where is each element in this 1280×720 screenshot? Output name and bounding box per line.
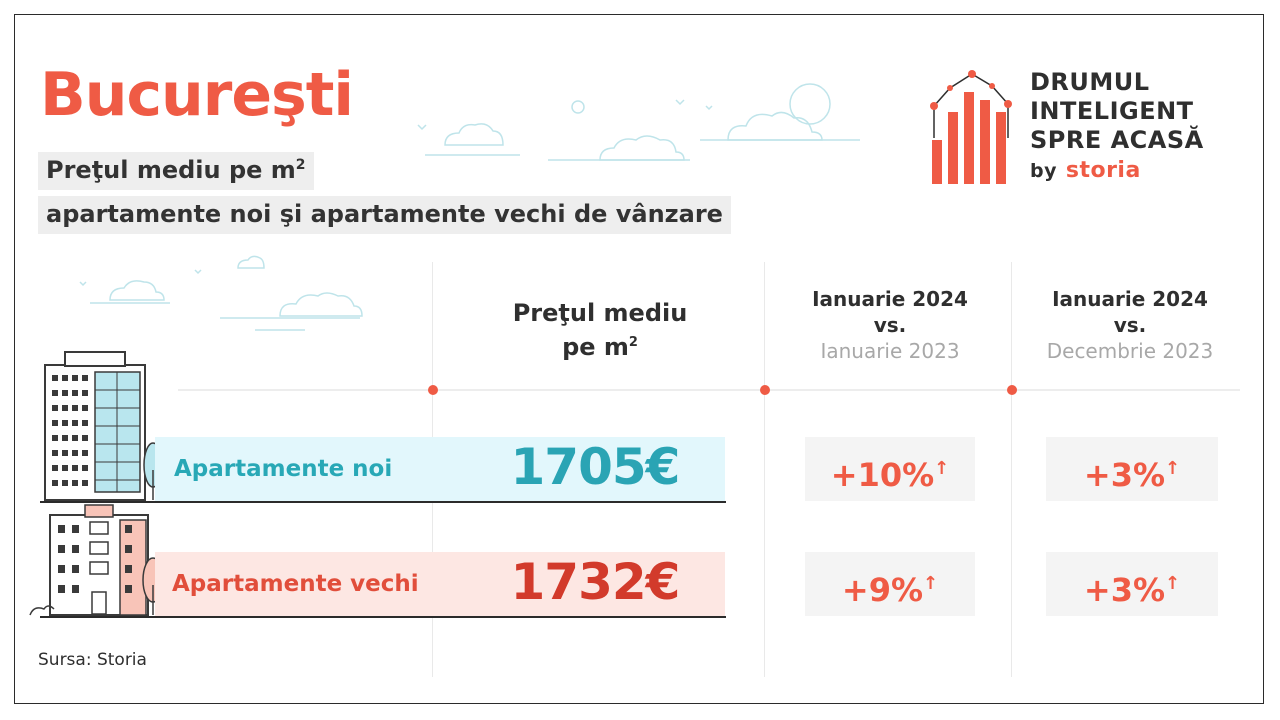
new-building-illustration: [44, 351, 163, 501]
change-value: +9%: [841, 571, 924, 609]
row-band-old: [155, 552, 725, 616]
row-label-old: Apartamente vechi: [172, 571, 419, 597]
superscript: 2: [628, 335, 638, 350]
logo-wordmark: DRUMUL INTELIGENT SPRE ACASĂ by storia: [1030, 68, 1204, 186]
yoy-change-old: +9%↑: [805, 552, 975, 616]
bird-icon: [194, 269, 202, 275]
mom-change-old: +3%↑: [1046, 552, 1218, 616]
divider-dot: [760, 385, 770, 395]
row-label-new: Apartamente noi: [174, 456, 393, 482]
cloud-icon: [444, 123, 504, 146]
column-header-mom: Ianuarie 2024 vs. Decembrie 2023: [1000, 286, 1260, 364]
sun-icon: [789, 83, 831, 125]
cloud-icon: [237, 255, 265, 269]
superscript: 2: [295, 157, 306, 173]
column-header-yoy: Ianuarie 2024 vs. Ianuarie 2023: [760, 286, 1020, 364]
arrow-up-icon: ↑: [1165, 573, 1181, 594]
header-line: Ianuarie 2024: [1052, 287, 1208, 311]
column-divider: [1011, 262, 1012, 677]
cloud-icon: [279, 292, 363, 317]
old-building-illustration: [29, 504, 164, 616]
row-band-new: [155, 437, 725, 501]
header-line: pe m: [562, 333, 629, 361]
header-line: vs.: [1113, 313, 1147, 337]
source-note: Sursa: Storia: [38, 650, 147, 670]
column-divider: [764, 262, 765, 677]
row-underline: [40, 616, 726, 618]
header-divider: [178, 389, 1240, 391]
divider-dot: [1007, 385, 1017, 395]
bird-icon: [675, 99, 685, 106]
mom-change-new: +3%↑: [1046, 437, 1218, 501]
header-line: Decembrie 2023: [1046, 339, 1214, 363]
change-value: +10%: [830, 456, 935, 494]
column-header-price: Preţul mediu pe m2: [480, 298, 720, 362]
page-title: Bucureşti: [40, 60, 354, 130]
arrow-up-icon: ↑: [1165, 458, 1181, 479]
change-value: +3%: [1083, 456, 1166, 494]
logo-by: by: [1030, 160, 1057, 182]
header-line: Ianuarie 2023: [820, 339, 960, 363]
subtitle-line-1: Preţul mediu pe m2: [38, 152, 314, 190]
cloud-icon: [727, 111, 823, 141]
header-line: Preţul mediu: [512, 299, 688, 327]
bird-icon: [79, 281, 87, 287]
bird-icon: [417, 124, 427, 131]
logo-brand: storia: [1065, 158, 1141, 183]
yoy-change-new: +10%↑: [805, 437, 975, 501]
arrow-up-icon: ↑: [934, 458, 950, 479]
storia-logo-icon: [930, 70, 1012, 184]
change-value: +3%: [1083, 571, 1166, 609]
subtitle-text: Preţul mediu pe m: [46, 156, 296, 184]
logo-line-2: INTELIGENT: [1030, 97, 1194, 125]
arrow-up-icon: ↑: [923, 573, 939, 594]
bird-icon: [705, 105, 713, 111]
cloud-icon: [109, 280, 165, 301]
header-line: Ianuarie 2024: [812, 287, 968, 311]
logo-line-1: DRUMUL: [1030, 68, 1150, 96]
subtitle-line-2: apartamente noi şi apartamente vechi de …: [38, 196, 731, 234]
logo-line-3: SPRE ACASĂ: [1030, 126, 1204, 154]
header-line: vs.: [873, 313, 907, 337]
price-value-new: 1705€: [510, 438, 681, 496]
cloud-icon: [599, 135, 685, 161]
divider-dot: [428, 385, 438, 395]
price-value-old: 1732€: [510, 553, 681, 611]
row-underline: [40, 501, 726, 503]
